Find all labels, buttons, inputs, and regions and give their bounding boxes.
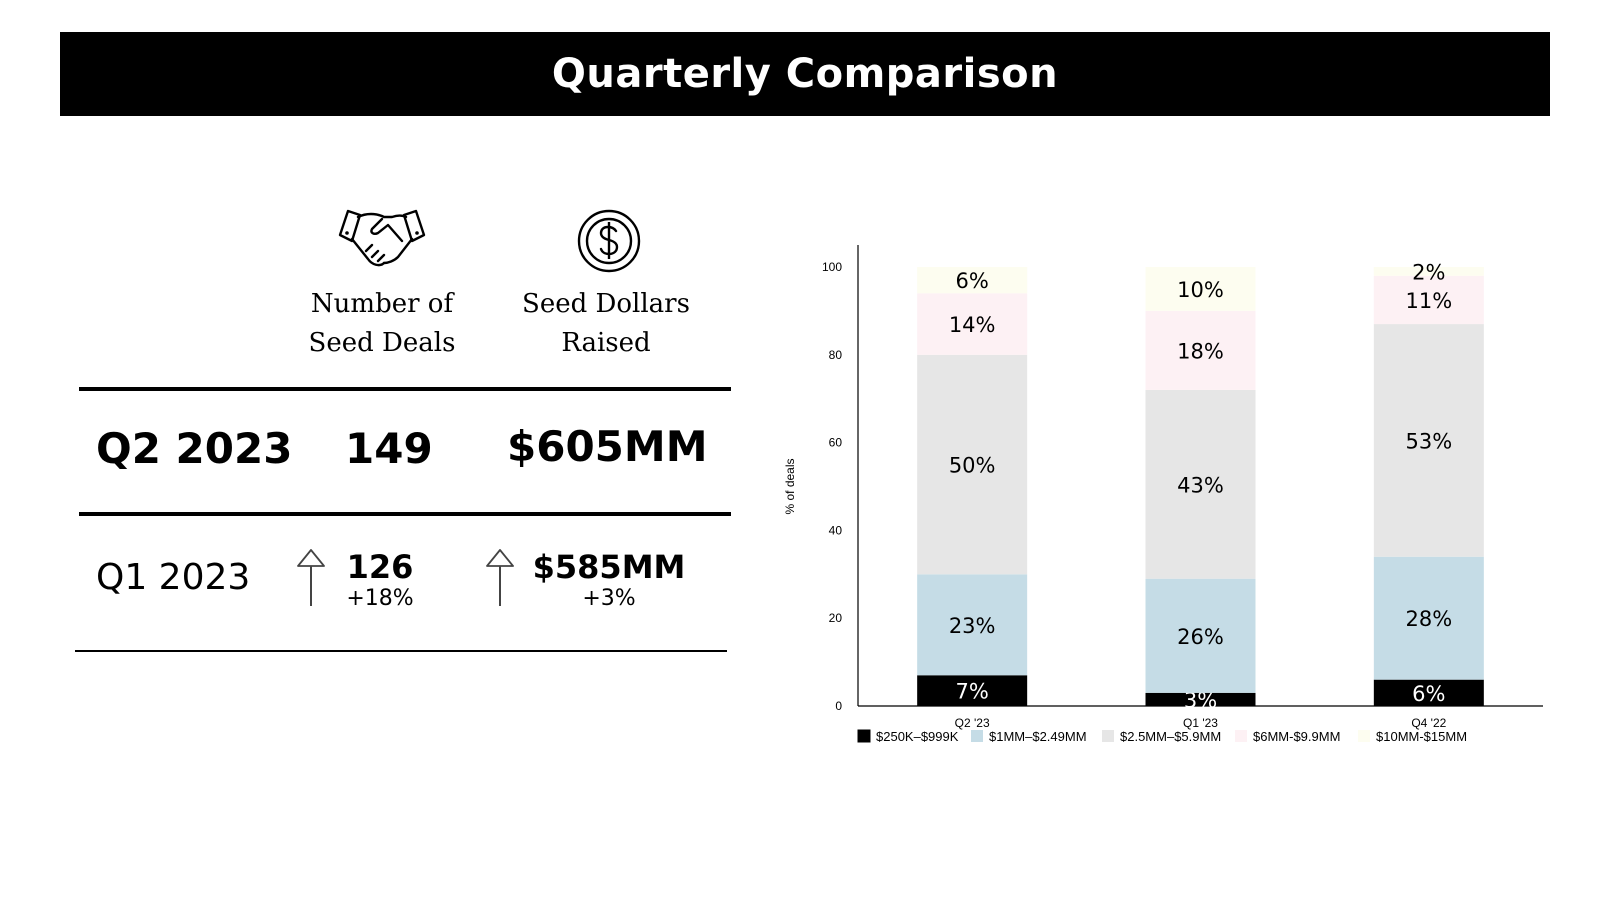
y-tick-label: 60 bbox=[829, 436, 843, 450]
legend-label: $250K–$999K bbox=[876, 729, 959, 744]
deals-header-line2: Seed Deals bbox=[308, 328, 456, 358]
previous-dollars-value: $585MM bbox=[532, 548, 686, 586]
bar-segment bbox=[917, 354, 1028, 575]
bar-segment bbox=[1145, 389, 1256, 579]
dollars-header-line1: Seed Dollars bbox=[522, 289, 690, 319]
middle-rule bbox=[79, 512, 731, 516]
data-label: 10% bbox=[1177, 278, 1224, 302]
bar-segment bbox=[1373, 275, 1484, 325]
legend-label: $1MM–$2.49MM bbox=[989, 729, 1087, 744]
y-axis-label: % of deals bbox=[783, 458, 797, 514]
stacked-bar-chart: 0 20 40 60 80 100 % of deals 7% 23% 50% 14% 6% Q2 '2… bbox=[783, 245, 1543, 744]
x-tick-label: Q2 '23 bbox=[955, 716, 990, 730]
previous-quarter-label: Q1 2023 bbox=[96, 557, 251, 598]
bar-segment bbox=[1145, 267, 1256, 311]
previous-deals-value: 126 bbox=[346, 548, 414, 586]
data-label: 11% bbox=[1405, 289, 1452, 313]
current-dollars-value: $605MM bbox=[507, 422, 708, 471]
legend-swatch bbox=[1102, 730, 1114, 742]
data-label: 2% bbox=[1412, 260, 1445, 284]
data-label: 23% bbox=[949, 614, 996, 638]
legend-swatch bbox=[1235, 730, 1247, 742]
deals-change: +18% bbox=[346, 586, 414, 611]
data-label: 14% bbox=[949, 313, 996, 337]
dollars-header-line2: Raised bbox=[561, 328, 651, 358]
current-deals-value: 149 bbox=[345, 424, 433, 473]
data-label: 50% bbox=[949, 454, 996, 478]
legend-swatch bbox=[1358, 730, 1370, 742]
data-label: 6% bbox=[956, 269, 989, 293]
previous-dollars-stat: $585MM +3% bbox=[514, 549, 704, 613]
data-label: 43% bbox=[1177, 473, 1224, 497]
bar-segment bbox=[1373, 556, 1484, 680]
y-tick-label: 40 bbox=[829, 523, 843, 537]
bar-segment bbox=[1145, 310, 1256, 390]
bar-segment bbox=[917, 267, 1028, 294]
y-tick-label: 80 bbox=[829, 348, 843, 362]
legend-label: $10MM-$15MM bbox=[1376, 729, 1467, 744]
up-arrow-icon bbox=[297, 549, 325, 606]
data-label: 28% bbox=[1405, 607, 1452, 631]
legend-swatch bbox=[971, 730, 983, 742]
bar-segment bbox=[1145, 578, 1256, 693]
bar-segment bbox=[1373, 267, 1484, 276]
current-quarter-label: Q2 2023 bbox=[96, 424, 293, 473]
bar-segment bbox=[917, 293, 1028, 355]
bar-segment bbox=[917, 675, 1028, 706]
legend-label: $6MM-$9.9MM bbox=[1253, 729, 1340, 744]
data-label: 6% bbox=[1412, 682, 1445, 706]
data-label: 18% bbox=[1177, 339, 1224, 363]
dollars-column-header: Seed Dollars Raised bbox=[491, 285, 721, 363]
y-tick-label: 0 bbox=[835, 699, 842, 713]
up-arrow-icon bbox=[486, 549, 514, 606]
legend-label: $2.5MM–$5.9MM bbox=[1120, 729, 1221, 744]
bar-segment bbox=[1145, 692, 1256, 706]
handshake-icon bbox=[338, 209, 426, 267]
page-title: Quarterly Comparison bbox=[551, 51, 1059, 97]
x-tick-label: Q1 '23 bbox=[1183, 716, 1218, 730]
x-tick-label: Q4 '22 bbox=[1411, 716, 1446, 730]
y-tick-label: 100 bbox=[822, 260, 842, 274]
data-label: 53% bbox=[1405, 429, 1452, 453]
title-banner: Quarterly Comparison bbox=[60, 32, 1550, 116]
dollars-change: +3% bbox=[582, 586, 636, 611]
bar-segment bbox=[1373, 324, 1484, 557]
previous-deals-stat: 126 +18% bbox=[285, 549, 475, 613]
data-label: 26% bbox=[1177, 625, 1224, 649]
deals-column-header: Number of Seed Deals bbox=[267, 285, 497, 363]
bottom-rule bbox=[75, 650, 727, 652]
dollar-coin-icon bbox=[577, 209, 641, 273]
deals-header-line1: Number of bbox=[310, 289, 454, 319]
top-rule bbox=[79, 387, 731, 391]
y-tick-label: 20 bbox=[829, 611, 843, 625]
bar-segment bbox=[917, 574, 1028, 676]
bar-segment bbox=[1373, 679, 1484, 706]
legend-swatch bbox=[857, 729, 871, 743]
data-label: 7% bbox=[956, 680, 989, 704]
